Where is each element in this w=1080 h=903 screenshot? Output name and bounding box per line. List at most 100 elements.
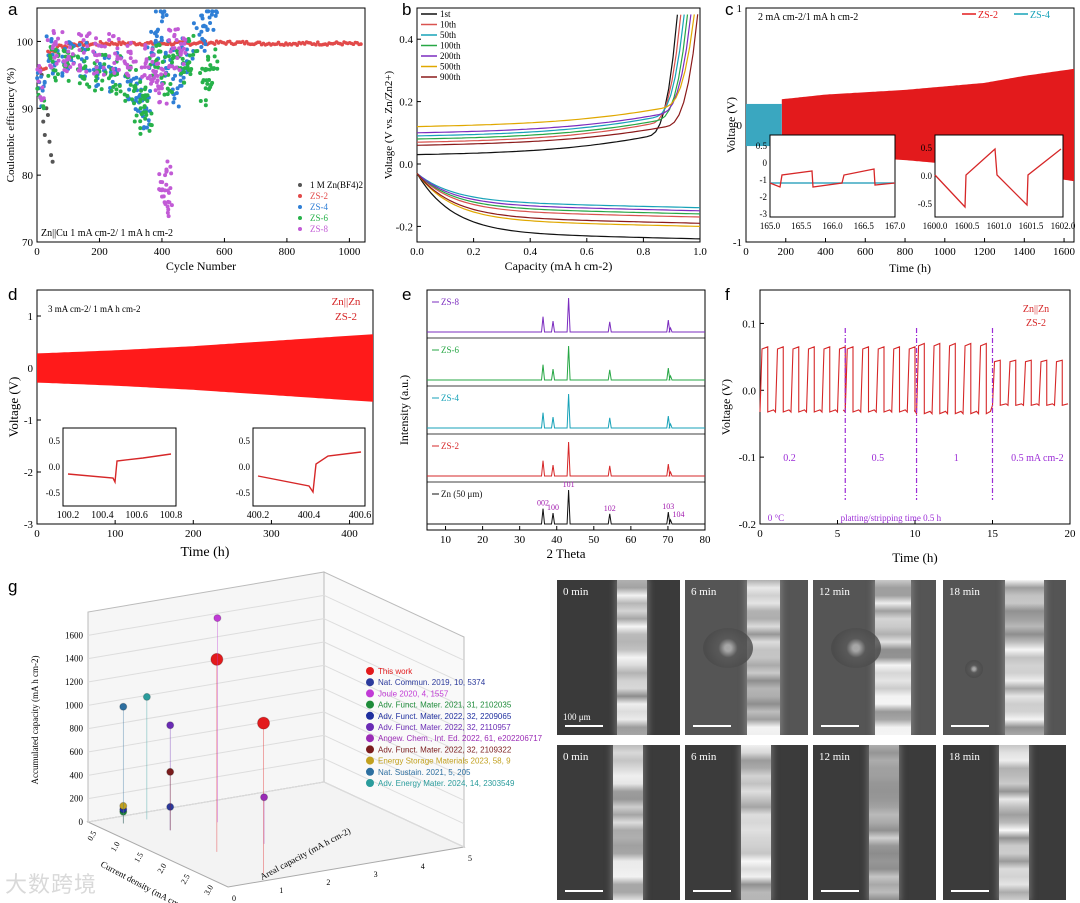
data-point [212, 42, 217, 46]
gridline [87, 781, 325, 823]
data-point [39, 74, 44, 79]
data-point [63, 63, 68, 68]
data-point [149, 29, 154, 34]
data-point [177, 46, 182, 51]
discharge-curve-1st [416, 173, 701, 240]
data-point [64, 40, 69, 45]
plot-frame-e [426, 289, 706, 531]
data-point [54, 53, 59, 58]
data-point [184, 47, 189, 52]
x-axis-label-b: Capacity (mA h cm-2) [505, 259, 613, 273]
series-a-ZS-8 [35, 27, 188, 219]
legend-marker [366, 667, 374, 675]
legend-marker [366, 678, 374, 687]
data-point [215, 66, 220, 71]
y-tick-label: 70 [22, 237, 34, 249]
data-point [100, 52, 105, 57]
scale-bar [565, 725, 603, 727]
x-tick-label-3d: 0.5 [86, 829, 99, 842]
data-point [53, 48, 58, 53]
data-point [49, 65, 54, 70]
inset-tick-label: 165.5 [791, 221, 812, 231]
z-tick-label: 1200 [65, 677, 84, 687]
data-point [162, 9, 167, 14]
data-point [139, 65, 144, 70]
charge-curve-1st [416, 14, 678, 156]
gridline [87, 688, 325, 730]
inset-tick-label: -0.5 [918, 199, 933, 209]
data-point [156, 84, 161, 89]
data-point [49, 36, 54, 41]
data-point [131, 59, 136, 64]
data-point [206, 57, 211, 62]
legend-label: Zn||Zn [1023, 304, 1049, 315]
inset-zs2-curve [769, 168, 896, 188]
data-point [168, 164, 173, 169]
x-axis-label-a: Cycle Number [166, 259, 236, 273]
charge-curve-50th [416, 14, 685, 137]
x-axis-label-d: Time (h) [181, 545, 230, 560]
data-point [154, 34, 159, 39]
inset-curve-d [67, 453, 172, 485]
legend-label: Joule 2020, 4, 1557 [378, 689, 449, 698]
z-tick-label: 200 [70, 794, 84, 804]
legend-label: ZS-2 [978, 10, 998, 21]
inset-tick-label: 0.0 [921, 171, 933, 181]
data-point [82, 76, 87, 81]
x-tick-label: 1.0 [693, 246, 707, 258]
data-point [155, 29, 160, 34]
data-point [144, 57, 149, 62]
bubble-point [119, 702, 128, 711]
data-point [53, 42, 58, 47]
data-point [205, 54, 210, 59]
rate-label: 0.5 mA cm-2 [1011, 453, 1064, 464]
data-point [123, 98, 128, 103]
inset-curve-d [257, 451, 362, 494]
data-point [197, 32, 202, 37]
legend-label: 100th [440, 41, 461, 51]
y-tick-label: 1 [737, 3, 743, 15]
data-point [83, 64, 88, 69]
x-tick-label: 200 [91, 246, 108, 258]
x-tick-label-3d: 1.0 [109, 840, 122, 853]
legend-label: ZS-6 [310, 213, 329, 223]
data-point [113, 82, 118, 87]
data-point [159, 38, 164, 43]
inset-tick-label: -0.5 [236, 488, 251, 498]
gridline [87, 711, 325, 753]
data-point [162, 92, 167, 97]
legend-label: Energy Storage Materials 2023, 58, 9 [378, 757, 511, 766]
data-point [116, 37, 121, 42]
y-tick-label: 0.0 [742, 385, 756, 397]
legend-label: ZS-2 [441, 441, 459, 451]
data-point [115, 43, 120, 47]
x-tick-label: 5 [835, 528, 841, 540]
data-point [99, 87, 104, 92]
y-tick-label: 0.2 [399, 97, 413, 109]
data-point [170, 46, 175, 51]
data-point [199, 29, 204, 34]
inset-tick-label: 0.5 [49, 436, 61, 446]
data-point [203, 86, 208, 91]
data-point [193, 49, 198, 54]
data-point [154, 57, 159, 62]
data-point [149, 123, 154, 128]
panel-letter: d [8, 285, 17, 304]
series-a-ZS-2 [36, 39, 363, 72]
data-point [128, 40, 133, 45]
y-tick-label: 0.4 [399, 34, 413, 46]
data-point [50, 59, 55, 64]
data-point [168, 49, 173, 54]
data-point [107, 38, 112, 43]
y-tick-label: 80 [22, 170, 34, 182]
data-point [167, 200, 172, 205]
zinc-electrode-strip [617, 580, 647, 735]
data-point [111, 66, 116, 71]
data-point [45, 38, 50, 43]
data-point [143, 94, 148, 99]
data-point [185, 65, 190, 70]
data-point [85, 44, 90, 49]
data-point [182, 41, 187, 46]
data-point [316, 40, 320, 44]
inset-tick-label: 0.5 [239, 436, 251, 446]
